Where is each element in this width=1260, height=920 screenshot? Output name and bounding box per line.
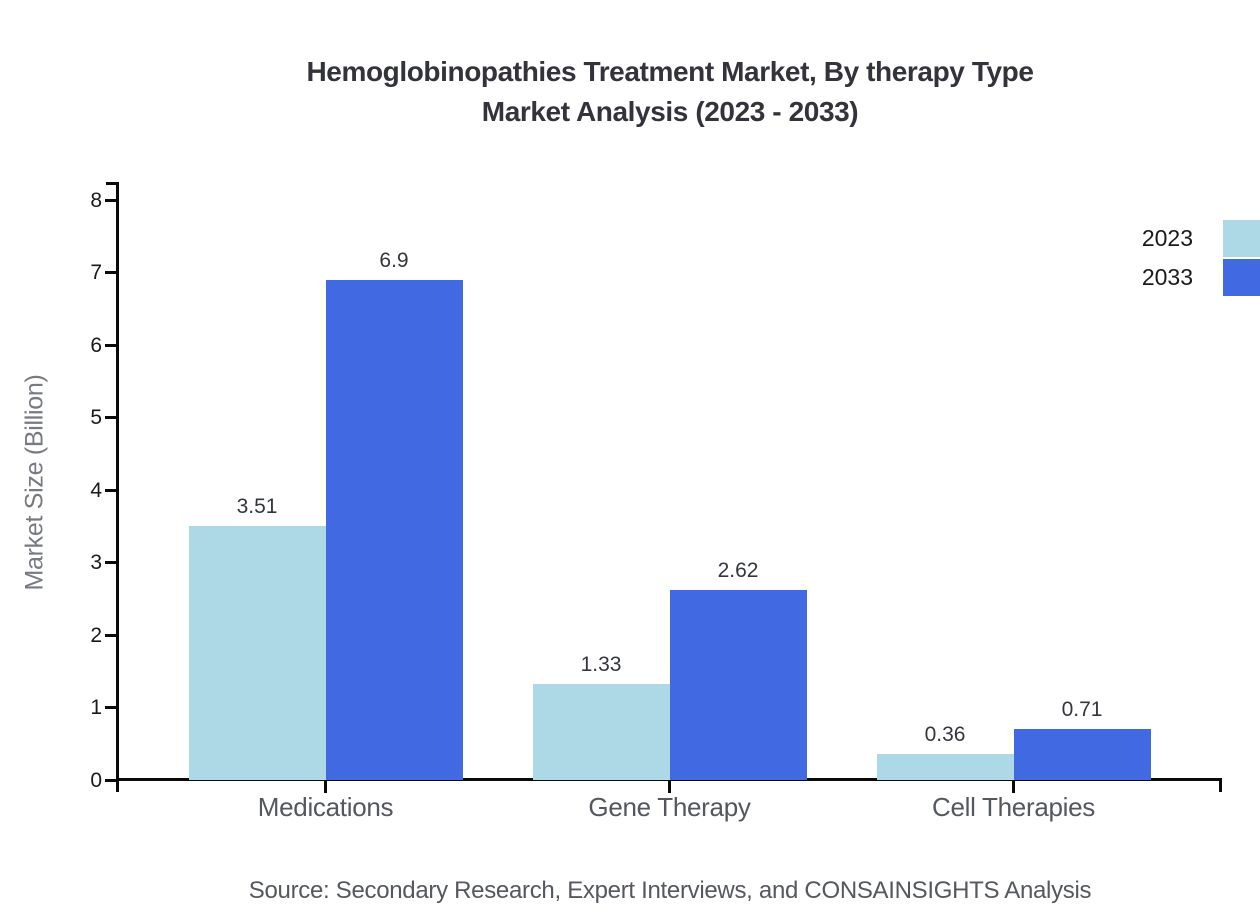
bar-value-label-2033-Cell Therapies: 0.71 [1061, 697, 1103, 721]
y-tick-label-6: 6 [90, 333, 102, 357]
bar-value-label-2033-Medications: 6.9 [379, 248, 409, 272]
bar-value-label-2023-Cell Therapies: 0.36 [924, 722, 966, 746]
bar-value-label-2023-Medications: 3.51 [236, 494, 278, 518]
y-tick-label-2: 2 [90, 623, 102, 647]
y-tick-6 [105, 343, 118, 347]
chart-title: Hemoglobinopathies Treatment Market, By … [118, 52, 1222, 132]
y-tick-2 [105, 633, 118, 637]
y-tick-1 [105, 706, 118, 709]
y-tick-8 [105, 198, 118, 202]
bar-2023-Cell Therapies [876, 753, 1014, 780]
legend-swatch-2023 [1223, 220, 1260, 257]
y-tick-label-0: 0 [90, 768, 102, 792]
y-tick-label-4: 4 [90, 478, 102, 502]
y-tick-label-7: 7 [90, 261, 102, 284]
y-tick-7 [105, 271, 118, 274]
bar-2033-Medications [325, 279, 463, 780]
x-tick-Gene Therapy [668, 780, 671, 793]
y-axis-line [116, 182, 119, 792]
y-tick-3 [105, 561, 118, 564]
chart-title-line-2: Market Analysis (2023 - 2033) [481, 96, 859, 127]
category-label-Gene Therapy: Gene Therapy [588, 792, 751, 822]
bar-2033-Cell Therapies [1013, 728, 1151, 780]
category-label-Medications: Medications [257, 792, 394, 822]
y-tick-label-5: 5 [90, 406, 102, 429]
bar-2023-Gene Therapy [532, 683, 670, 780]
x-tick-Cell Therapies [1012, 780, 1015, 793]
y-tick-4 [105, 488, 118, 492]
bar-value-label-2033-Gene Therapy: 2.62 [717, 559, 759, 583]
bar-value-label-2023-Gene Therapy: 1.33 [580, 652, 622, 676]
x-tick-Medications [324, 780, 327, 793]
source-note: Source: Secondary Research, Expert Inter… [248, 877, 1092, 904]
legend-swatch-2033 [1223, 259, 1260, 296]
legend-label-2023: 2023 [1141, 225, 1193, 251]
y-tick-label-1: 1 [90, 696, 102, 719]
y-tick-label-8: 8 [90, 188, 102, 212]
bar-2033-Gene Therapy [669, 590, 807, 780]
legend-item-2033: 2033 [1142, 259, 1260, 296]
bar-2023-Medications [188, 525, 326, 780]
chart-title-line-1: Hemoglobinopathies Treatment Market, By … [306, 56, 1034, 87]
y-tick-label-3: 3 [90, 551, 102, 574]
category-label-Cell Therapies: Cell Therapies [932, 792, 1095, 822]
x-axis-end-tick [1219, 778, 1222, 792]
legend-label-2033: 2033 [1141, 264, 1193, 290]
legend-item-2023: 2023 [1142, 220, 1260, 257]
y-tick-5 [105, 416, 118, 419]
y-axis-end-tick [106, 182, 119, 185]
y-tick-0 [105, 778, 118, 782]
